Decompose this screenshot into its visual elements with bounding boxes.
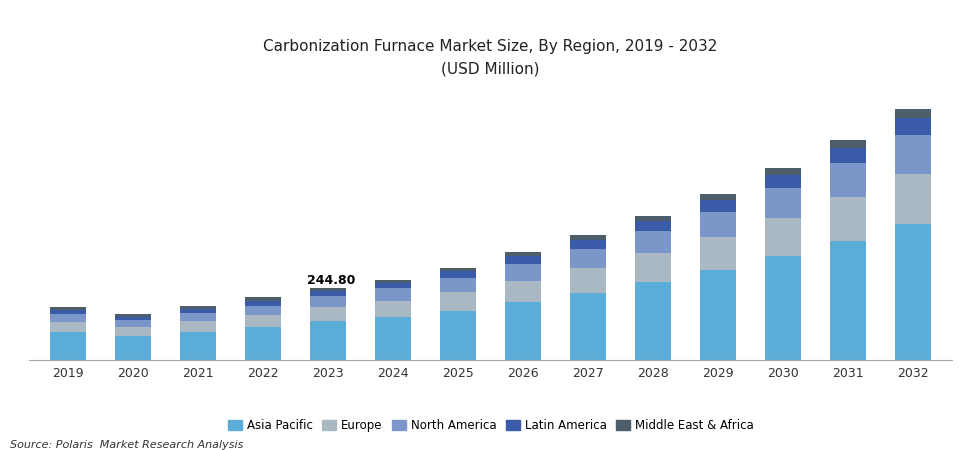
Bar	[440, 310, 476, 360]
Bar	[115, 327, 151, 336]
Bar	[895, 118, 930, 135]
Bar	[115, 336, 151, 360]
Bar	[505, 252, 540, 256]
Bar	[440, 292, 476, 310]
Bar	[180, 321, 215, 332]
Bar	[180, 313, 215, 321]
Bar	[180, 309, 215, 313]
Bar	[375, 301, 410, 316]
Bar	[765, 256, 801, 360]
Bar	[180, 332, 215, 360]
Bar	[375, 279, 410, 283]
Bar	[765, 168, 801, 175]
Bar	[245, 297, 281, 301]
Bar	[115, 316, 151, 320]
Title: Carbonization Furnace Market Size, By Region, 2019 - 2032
(USD Million): Carbonization Furnace Market Size, By Re…	[263, 39, 717, 76]
Bar	[895, 225, 930, 360]
Bar	[505, 256, 540, 264]
Bar	[505, 302, 540, 360]
Bar	[309, 296, 346, 307]
Bar	[765, 218, 801, 256]
Bar	[570, 293, 605, 360]
Bar	[115, 314, 151, 316]
Bar	[700, 270, 735, 360]
Bar	[895, 174, 930, 225]
Bar	[700, 194, 735, 200]
Bar	[829, 148, 865, 163]
Bar	[895, 135, 930, 174]
Bar	[375, 316, 410, 360]
Bar	[115, 320, 151, 327]
Bar	[245, 301, 281, 306]
Legend: Asia Pacific, Europe, North America, Latin America, Middle East & Africa: Asia Pacific, Europe, North America, Lat…	[223, 414, 757, 437]
Bar	[634, 221, 671, 231]
Bar	[440, 271, 476, 278]
Bar	[440, 268, 476, 271]
Bar	[570, 268, 605, 293]
Bar	[50, 310, 86, 314]
Bar	[829, 140, 865, 148]
Bar	[180, 306, 215, 309]
Bar	[375, 288, 410, 301]
Bar	[895, 109, 930, 118]
Bar	[375, 283, 410, 288]
Bar	[50, 322, 86, 332]
Bar	[634, 216, 671, 221]
Bar	[50, 306, 86, 310]
Bar	[505, 281, 540, 302]
Bar	[50, 314, 86, 322]
Bar	[829, 197, 865, 241]
Bar	[440, 278, 476, 292]
Text: 244.80: 244.80	[307, 274, 356, 287]
Bar	[309, 307, 346, 321]
Bar	[245, 327, 281, 360]
Bar	[309, 291, 346, 296]
Bar	[634, 282, 671, 360]
Bar	[765, 188, 801, 218]
Bar	[700, 237, 735, 270]
Bar	[700, 212, 735, 237]
Bar	[634, 253, 671, 282]
Bar	[829, 241, 865, 360]
Bar	[634, 231, 671, 253]
Bar	[570, 249, 605, 268]
Bar	[245, 306, 281, 315]
Bar	[245, 315, 281, 327]
Bar	[765, 175, 801, 188]
Bar	[700, 200, 735, 212]
Bar	[570, 235, 605, 240]
Bar	[50, 332, 86, 360]
Bar	[829, 163, 865, 197]
Bar	[570, 240, 605, 249]
Bar	[309, 288, 346, 291]
Text: Source: Polaris  Market Research Analysis: Source: Polaris Market Research Analysis	[10, 440, 243, 450]
Bar	[505, 264, 540, 281]
Bar	[309, 321, 346, 360]
